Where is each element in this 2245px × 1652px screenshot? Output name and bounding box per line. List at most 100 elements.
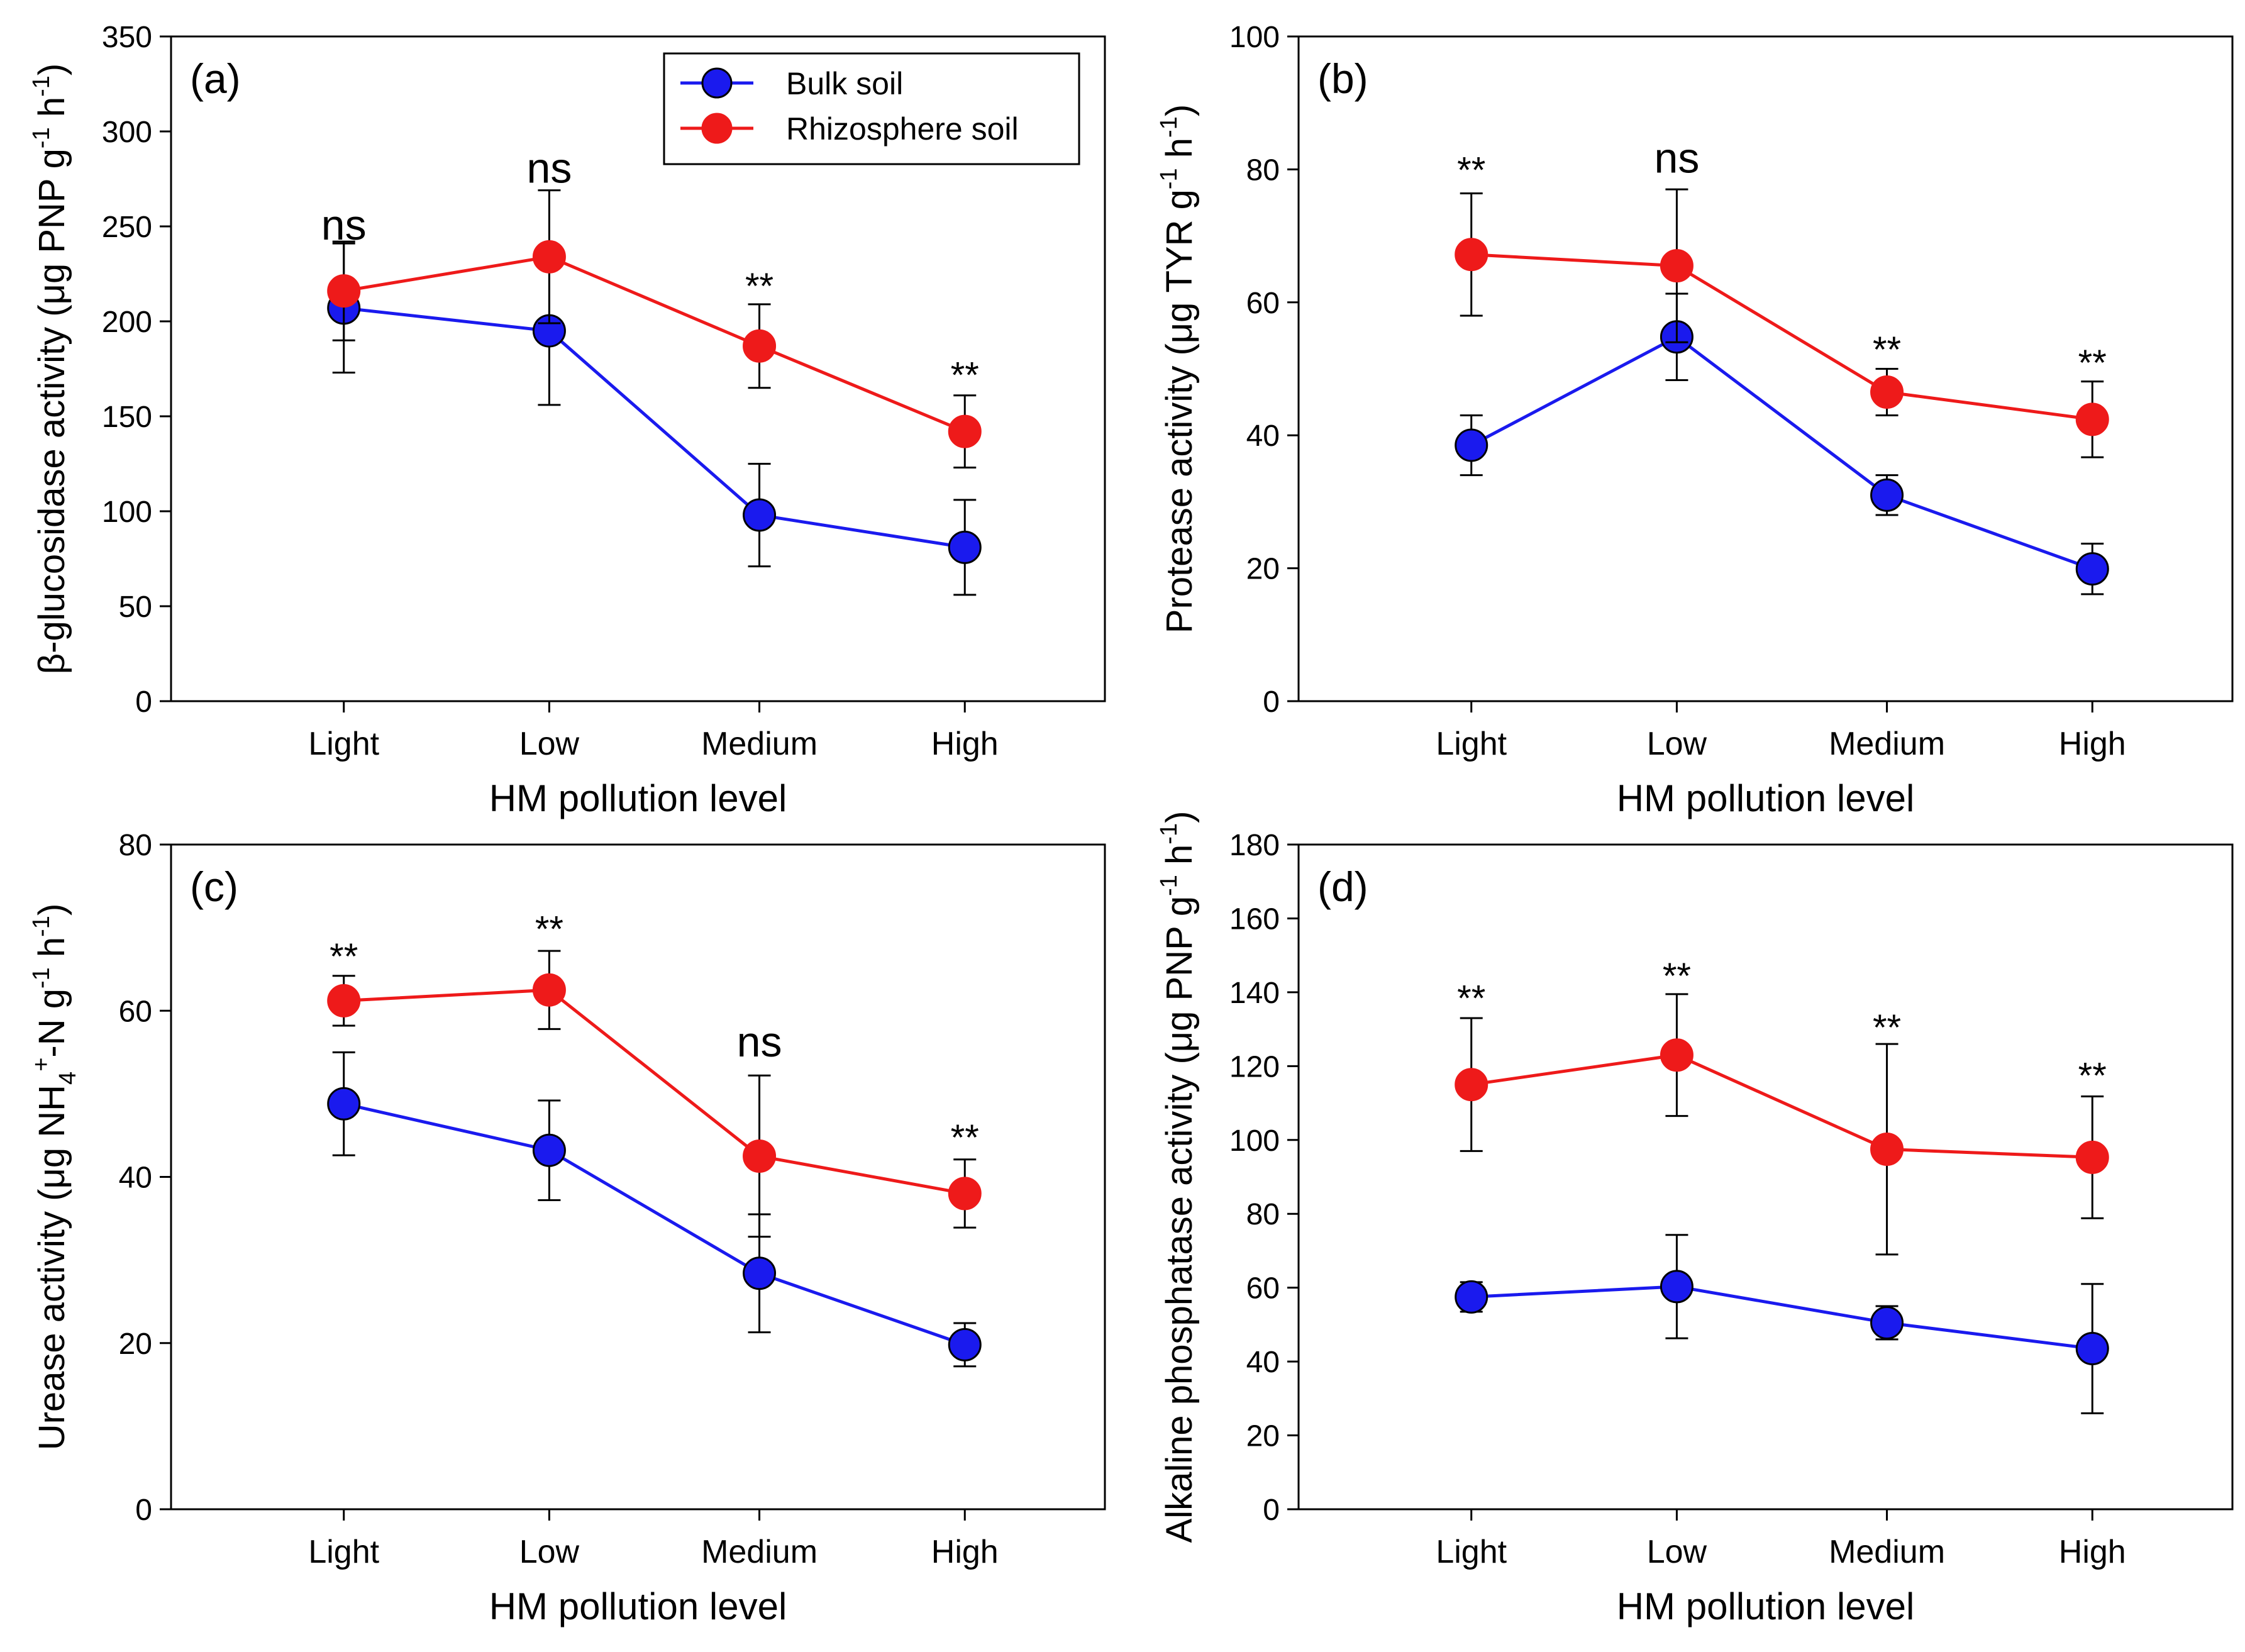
data-point-bulk [1455, 428, 1488, 462]
data-point-rhizosphere [2075, 402, 2109, 436]
data-point-rhizosphere [1870, 375, 1904, 409]
y-tick-label: 100 [1229, 1124, 1280, 1158]
data-point-bulk [2075, 1332, 2109, 1366]
y-tick-label: 100 [1229, 21, 1280, 54]
y-tick-label: 40 [1246, 419, 1280, 453]
legend: Bulk soil Rhizosphere soil [663, 52, 1080, 165]
significance-label: ns [1655, 135, 1700, 182]
data-point-rhizosphere [532, 973, 566, 1007]
data-point-rhizosphere [1455, 1068, 1488, 1102]
significance-label: ** [535, 909, 563, 950]
y-axis-label: Protease activity (μg TYR g-1 h-1) [1156, 104, 1200, 633]
data-point-bulk [2075, 552, 2109, 586]
significance-label: ** [1457, 150, 1485, 191]
x-tick-label: Medium [1829, 726, 1945, 762]
x-tick-label: High [931, 1534, 999, 1570]
series-line-rhizosphere [1471, 1053, 2093, 1159]
panel-b: 0 20 40 60 80 100 Light Low Medium High HM polluti… [1156, 21, 2234, 819]
y-tick-label: 40 [119, 1161, 152, 1195]
significance-label: ** [2078, 1056, 2107, 1097]
panel-label: (d) [1317, 863, 1368, 910]
panel-d: 0 20 40 60 80 100 120 140 160 180 Light Low Medium Hi… [1156, 811, 2234, 1627]
significance-label: ns [321, 201, 367, 249]
panel-label: (b) [1317, 55, 1368, 102]
data-point-rhizosphere [327, 984, 361, 1017]
y-tick-label: 20 [1246, 1420, 1280, 1453]
significance-label: ** [745, 266, 773, 307]
data-point-bulk [327, 1087, 361, 1121]
y-tick-label: 180 [1229, 829, 1280, 862]
x-tick-label: Low [1647, 726, 1707, 762]
series-line-bulk [1470, 335, 2093, 571]
data-point-rhizosphere [948, 1177, 982, 1211]
plot-frame [1297, 35, 2234, 702]
y-tick-label: 80 [119, 829, 152, 862]
y-tick-label: 160 [1229, 902, 1280, 936]
y-tick-label: 200 [102, 306, 152, 339]
data-point-bulk [743, 498, 777, 532]
data-point-bulk [948, 530, 982, 564]
significance-label: ** [1873, 1007, 1901, 1048]
y-tick-label: 140 [1229, 977, 1280, 1010]
legend-marker-rhizosphere [701, 113, 733, 144]
x-axis-label: HM pollution level [1617, 1585, 1915, 1627]
data-point-rhizosphere [2075, 1140, 2109, 1174]
data-point-bulk [532, 1133, 566, 1167]
legend-marker-bulk [701, 67, 733, 99]
y-tick-label: 80 [1246, 1198, 1280, 1231]
panel-a: 0 50 100 150 200 250 300 350 Light Low Medium High H… [28, 21, 1106, 819]
y-tick-label: 250 [102, 211, 152, 244]
significance-label: ** [2078, 343, 2107, 384]
y-tick-label: 300 [102, 116, 152, 149]
significance-label: ** [330, 936, 358, 977]
significance-label: ns [527, 145, 572, 192]
x-tick-label: Medium [701, 1534, 818, 1570]
data-point-rhizosphere [948, 414, 982, 448]
x-axis-label: HM pollution level [489, 1585, 787, 1627]
significance-label: ** [951, 355, 979, 396]
y-tick-label: 0 [1263, 1494, 1280, 1527]
series-line-rhizosphere [1471, 253, 2093, 421]
y-tick-label: 50 [119, 590, 152, 624]
series-line-rhizosphere [343, 255, 966, 433]
plot-frame [170, 35, 1106, 702]
data-point-rhizosphere [743, 329, 777, 363]
y-tick-label: 40 [1246, 1346, 1280, 1379]
data-point-rhizosphere [743, 1139, 777, 1173]
y-tick-label: 0 [135, 685, 152, 719]
y-tick-label: 0 [1263, 685, 1280, 719]
y-tick-label: 20 [1246, 553, 1280, 586]
y-tick-label: 60 [1246, 1272, 1280, 1306]
y-tick-label: 150 [102, 401, 152, 434]
significance-label: ** [1457, 978, 1485, 1019]
panel-label: (c) [190, 863, 238, 910]
series-line-rhizosphere [343, 988, 965, 1195]
y-tick-label: 350 [102, 21, 152, 54]
y-tick-label: 80 [1246, 153, 1280, 187]
y-tick-label: 120 [1229, 1050, 1280, 1084]
y-tick-label: 60 [119, 995, 152, 1028]
series-line-bulk [343, 306, 965, 549]
data-point-rhizosphere [1870, 1132, 1904, 1166]
data-point-bulk [948, 1328, 982, 1361]
y-axis-label: Urease activity (μg NH4+-N g-1 h-1) [28, 904, 81, 1451]
x-tick-label: Light [308, 726, 379, 762]
x-tick-label: Light [308, 1534, 379, 1570]
x-tick-label: Medium [1829, 1534, 1945, 1570]
x-tick-label: Low [1647, 1534, 1707, 1570]
x-tick-label: High [2059, 1534, 2126, 1570]
significance-label: ** [951, 1117, 979, 1158]
data-point-bulk [1870, 1306, 1904, 1339]
legend-label-bulk: Bulk soil [786, 66, 903, 101]
significance-label: ** [1873, 330, 1901, 370]
data-point-rhizosphere [532, 240, 566, 274]
data-point-bulk [1660, 1270, 1693, 1304]
data-point-rhizosphere [1455, 238, 1488, 272]
y-axis-label: β-glucosidase activity (μg PNP g-1 h-1) [28, 64, 72, 674]
significance-label: ** [1663, 956, 1691, 997]
y-tick-label: 20 [119, 1328, 152, 1361]
y-tick-label: 60 [1246, 287, 1280, 320]
x-tick-label: Light [1436, 1534, 1507, 1570]
panel-label: (a) [190, 55, 241, 102]
